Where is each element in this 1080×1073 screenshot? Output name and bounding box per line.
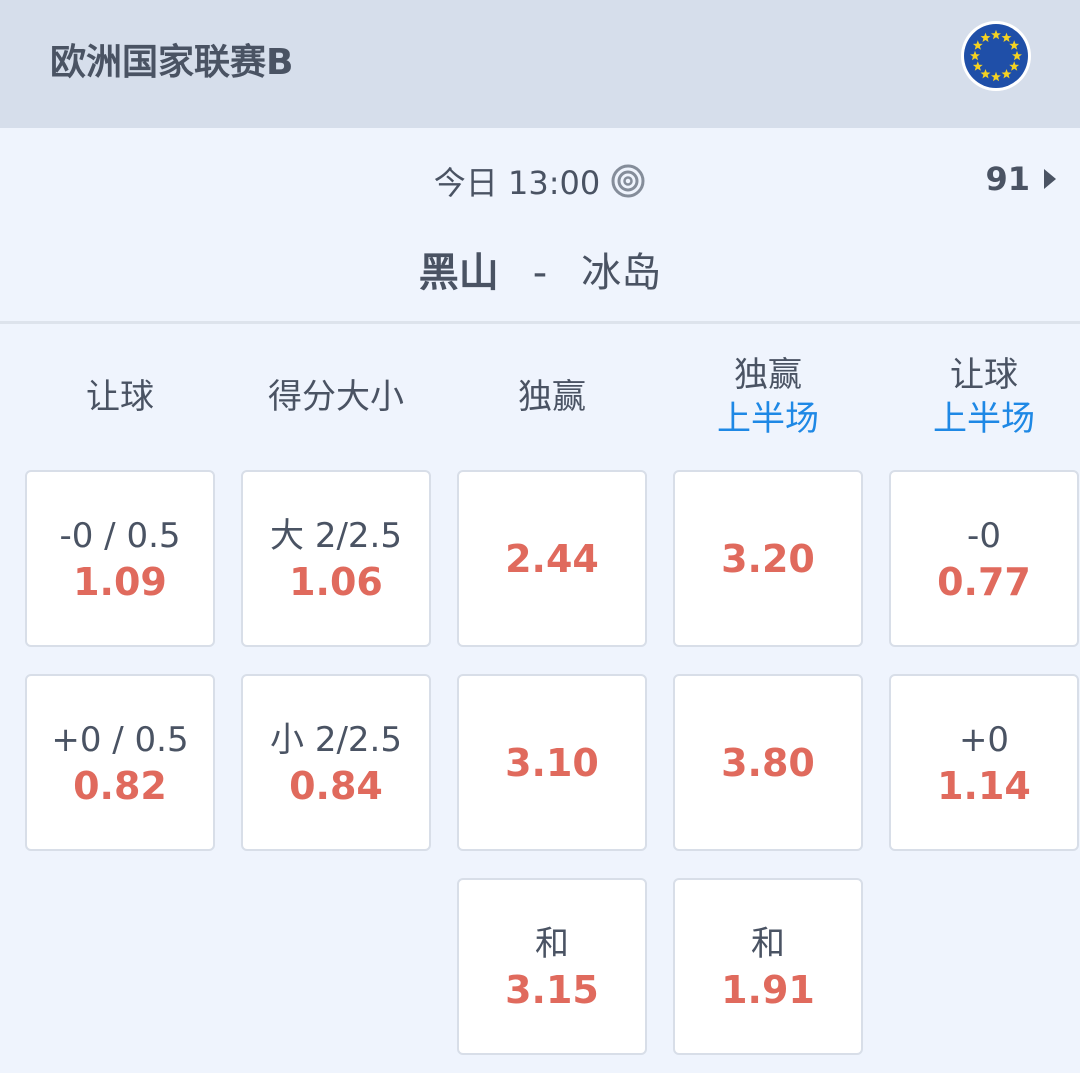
odds-button[interactable]: -0 / 0.5 1.09 xyxy=(25,470,215,647)
column-header: 独赢 上半场 xyxy=(673,352,863,442)
column-title: 让球 xyxy=(950,355,1018,395)
team-separator: - xyxy=(532,250,548,296)
star xyxy=(991,29,1001,40)
match-time: 今日 13:00 xyxy=(0,158,1080,204)
odds-line: +0 / 0.5 xyxy=(51,719,189,760)
odds-line: -0 / 0.5 xyxy=(59,515,181,556)
eu-flag-icon xyxy=(961,21,1031,91)
live-target-icon xyxy=(611,164,645,198)
odds-button[interactable]: 大 2/2.5 1.06 xyxy=(241,470,431,647)
odds-button[interactable]: 和 3.15 xyxy=(457,878,647,1055)
odds-value: 1.06 xyxy=(289,559,383,604)
odds-button[interactable]: 3.10 xyxy=(457,674,647,851)
odds-button[interactable]: 3.20 xyxy=(673,470,863,647)
odds-line: 和 xyxy=(535,923,569,964)
away-team: 冰岛 xyxy=(581,250,662,296)
odds-value: 1.91 xyxy=(721,967,815,1012)
chevron-right-icon xyxy=(1044,169,1056,189)
odds-line: +0 xyxy=(958,719,1010,760)
star xyxy=(980,32,991,43)
odds-line: 和 xyxy=(751,923,785,964)
divider xyxy=(0,321,1080,324)
odds-value: 3.10 xyxy=(505,740,599,785)
odds-button[interactable]: 3.80 xyxy=(673,674,863,851)
column-subtitle: 上半场 xyxy=(933,399,1035,439)
odds-line: 大 2/2.5 xyxy=(270,515,402,556)
column-title: 让球 xyxy=(86,377,154,417)
column-header: 让球 上半场 xyxy=(889,352,1079,442)
more-markets-button[interactable]: 91 xyxy=(985,160,1056,198)
odds-value: 3.80 xyxy=(721,740,815,785)
column-header: 得分大小 xyxy=(241,352,431,442)
odds-value: 2.44 xyxy=(505,536,599,581)
league-title: 欧洲国家联赛B xyxy=(50,42,294,83)
odds-value: 0.84 xyxy=(289,763,383,808)
star xyxy=(1009,40,1020,50)
star xyxy=(1001,68,1012,79)
column-header: 让球 xyxy=(25,352,215,442)
star xyxy=(970,50,980,61)
odds-button[interactable]: 小 2/2.5 0.84 xyxy=(241,674,431,851)
odds-button[interactable]: +0 / 0.5 0.82 xyxy=(25,674,215,851)
home-team: 黑山 xyxy=(418,250,499,296)
odds-button[interactable]: 2.44 xyxy=(457,470,647,647)
odds-value: 1.14 xyxy=(937,763,1031,808)
column-title: 独赢 xyxy=(518,377,586,417)
star xyxy=(972,40,983,50)
column-title: 得分大小 xyxy=(268,377,404,417)
match-time-text: 今日 13:00 xyxy=(433,164,601,202)
odds-button[interactable]: +0 1.14 xyxy=(889,674,1079,851)
odds-value: 1.09 xyxy=(73,559,167,604)
star xyxy=(1009,61,1020,71)
odds-value: 0.77 xyxy=(937,559,1031,604)
star xyxy=(1012,50,1022,61)
star xyxy=(980,68,991,79)
odds-button[interactable]: -0 0.77 xyxy=(889,470,1079,647)
column-subtitle: 上半场 xyxy=(717,399,819,439)
column-header: 独赢 xyxy=(457,352,647,442)
odds-value: 0.82 xyxy=(73,763,167,808)
header: 欧洲国家联赛B xyxy=(0,0,1080,128)
odds-line: -0 xyxy=(967,515,1001,556)
market-count: 91 xyxy=(985,160,1030,198)
star xyxy=(972,61,983,71)
odds-button[interactable]: 和 1.91 xyxy=(673,878,863,1055)
star xyxy=(991,71,1001,82)
column-title: 独赢 xyxy=(734,355,802,395)
odds-value: 3.15 xyxy=(505,967,599,1012)
star xyxy=(1001,32,1012,43)
teams: 黑山 - 冰岛 xyxy=(0,240,1080,298)
odds-value: 3.20 xyxy=(721,536,815,581)
odds-line: 小 2/2.5 xyxy=(270,719,402,760)
